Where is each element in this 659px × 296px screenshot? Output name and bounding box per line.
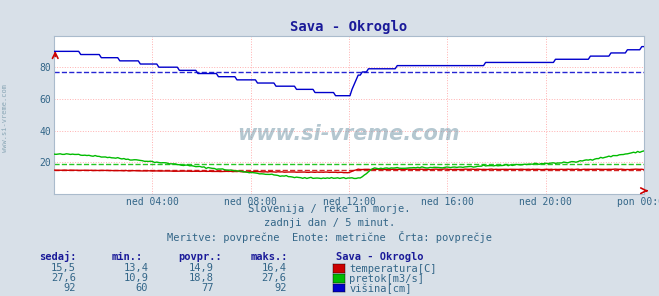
Text: 27,6: 27,6	[262, 273, 287, 283]
Text: 27,6: 27,6	[51, 273, 76, 283]
Text: min.:: min.:	[112, 252, 143, 263]
Text: 15,5: 15,5	[51, 263, 76, 274]
Text: 92: 92	[63, 283, 76, 293]
Text: pretok[m3/s]: pretok[m3/s]	[349, 274, 424, 284]
Text: 60: 60	[136, 283, 148, 293]
Text: povpr.:: povpr.:	[178, 252, 221, 263]
Text: 10,9: 10,9	[123, 273, 148, 283]
Text: Slovenija / reke in morje.: Slovenija / reke in morje.	[248, 204, 411, 214]
Text: temperatura[C]: temperatura[C]	[349, 264, 437, 274]
Text: 92: 92	[274, 283, 287, 293]
Text: višina[cm]: višina[cm]	[349, 283, 412, 294]
Text: Sava - Okroglo: Sava - Okroglo	[336, 252, 424, 263]
Text: maks.:: maks.:	[250, 252, 288, 263]
Text: 18,8: 18,8	[189, 273, 214, 283]
Text: 13,4: 13,4	[123, 263, 148, 274]
Text: 77: 77	[202, 283, 214, 293]
Text: www.si-vreme.com: www.si-vreme.com	[2, 84, 9, 152]
Text: 16,4: 16,4	[262, 263, 287, 274]
Text: sedaj:: sedaj:	[40, 251, 77, 263]
Title: Sava - Okroglo: Sava - Okroglo	[291, 20, 407, 34]
Text: Meritve: povprečne  Enote: metrične  Črta: povprečje: Meritve: povprečne Enote: metrične Črta:…	[167, 231, 492, 243]
Text: zadnji dan / 5 minut.: zadnji dan / 5 minut.	[264, 218, 395, 229]
Text: www.si-vreme.com: www.si-vreme.com	[238, 124, 460, 144]
Text: 14,9: 14,9	[189, 263, 214, 274]
